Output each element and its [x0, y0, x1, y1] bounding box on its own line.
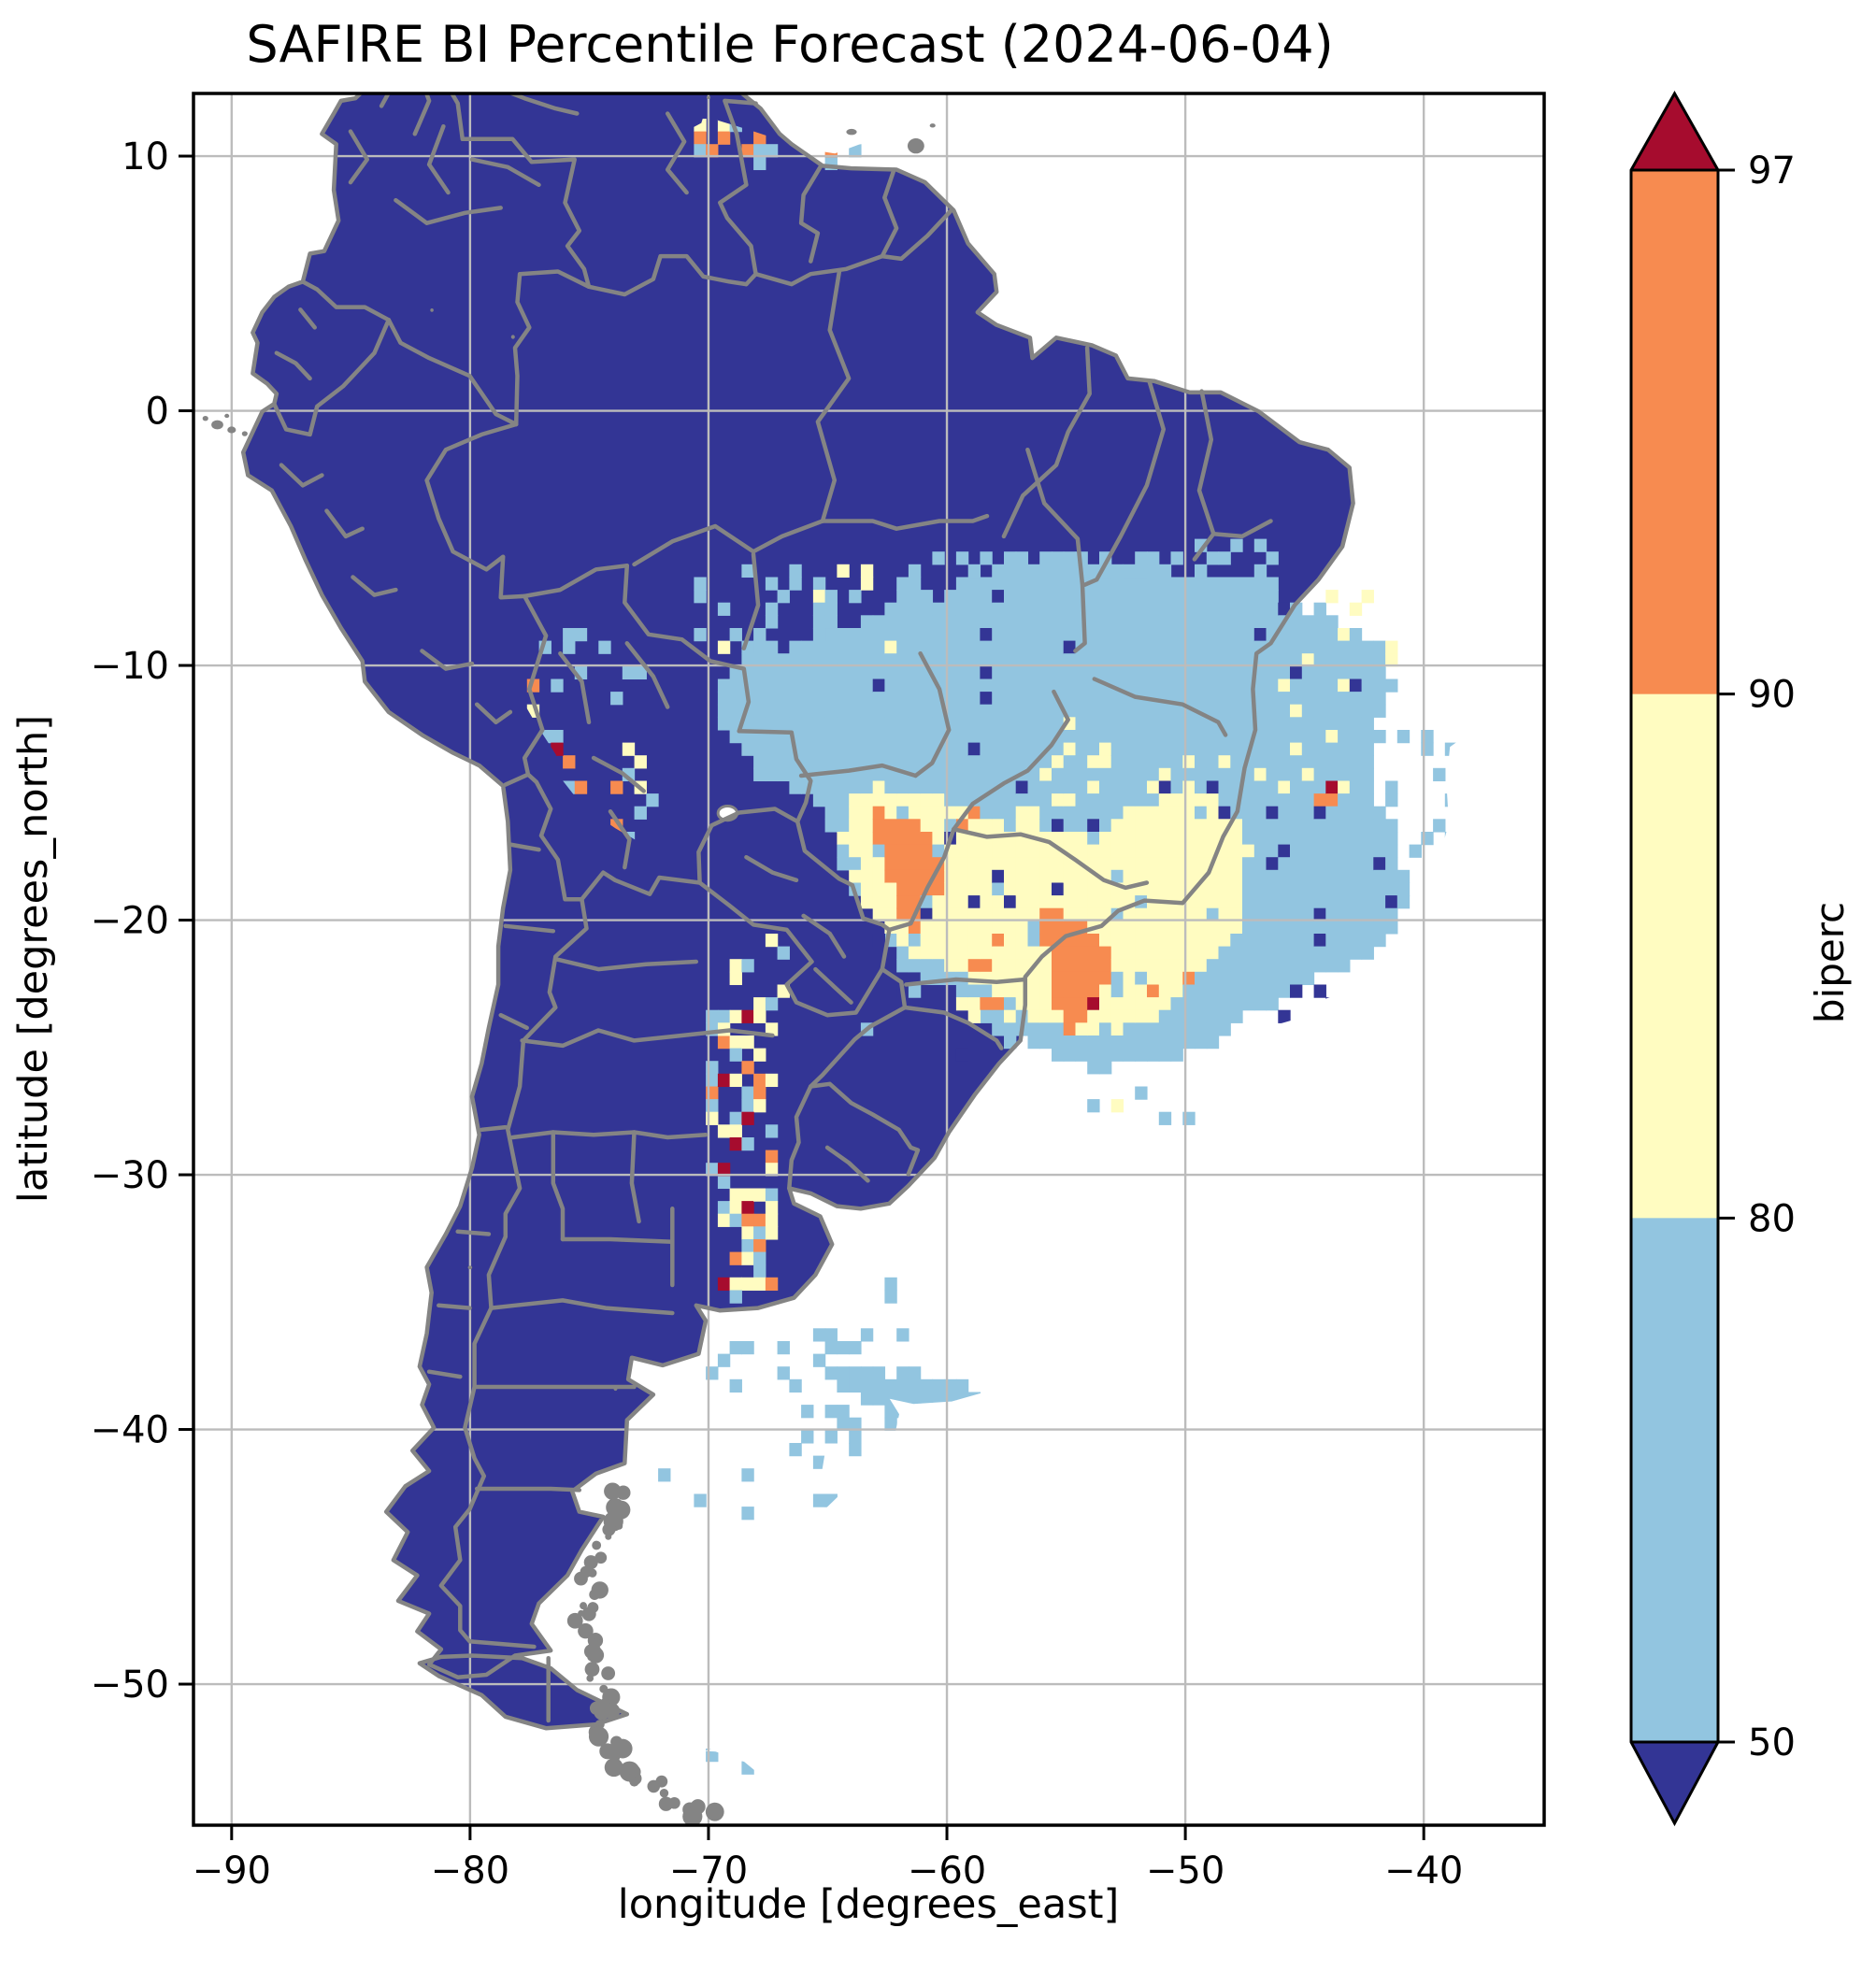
x-tick-label: −90 — [193, 1850, 271, 1892]
y-tick-label: −10 — [91, 645, 169, 688]
colorbar-tick-label: 50 — [1748, 1721, 1796, 1764]
colorbar-segment — [1631, 170, 1718, 695]
colorbar-over-arrow — [1631, 93, 1718, 170]
landmass — [243, 93, 1353, 1729]
y-tick-label: 0 — [146, 391, 169, 434]
map-plot-area — [192, 92, 1546, 1827]
colorbar-segment — [1631, 693, 1718, 1220]
map-layers — [193, 93, 1544, 1825]
x-tick-label: −60 — [908, 1850, 986, 1892]
admin-borders — [240, 93, 1355, 1731]
colorbar-tick-label: 97 — [1748, 150, 1796, 193]
colorbar: 97 90 80 50 — [1629, 90, 1796, 1827]
colorbar-tick-label: 80 — [1748, 1197, 1796, 1240]
colorbar-segment — [1631, 1218, 1718, 1743]
gridlines — [193, 93, 1544, 1825]
x-tick-label: −50 — [1146, 1850, 1224, 1892]
colorbar-label: biperc — [1807, 902, 1853, 1023]
y-tick-label: −40 — [91, 1409, 169, 1452]
y-tick-label: 10 — [122, 136, 169, 179]
x-tick-label: −40 — [1384, 1850, 1463, 1892]
y-tick-label: −50 — [91, 1664, 169, 1707]
x-tick-label: −70 — [669, 1850, 748, 1892]
colorbar-tick-label: 90 — [1748, 674, 1796, 717]
figure-title: SAFIRE BI Percentile Forecast (2024-06-0… — [246, 15, 1333, 74]
biperc-raster — [526, 119, 1458, 1775]
y-tick-label: −30 — [91, 1154, 169, 1197]
x-axis-label: longitude [degrees_east] — [618, 1881, 1120, 1928]
colorbar-under-arrow — [1631, 1742, 1718, 1823]
islands-and-fjords — [202, 95, 936, 1825]
axis-ticks: −90 −80 −70 −60 −50 −40 10 0 −10 −20 −30 −40 −50 — [91, 136, 1464, 1892]
x-tick-label: −80 — [431, 1850, 509, 1892]
axes-spines — [192, 92, 1546, 1827]
y-axis-label: latitude [degrees_north] — [10, 715, 57, 1203]
y-tick-label: −20 — [91, 900, 169, 943]
